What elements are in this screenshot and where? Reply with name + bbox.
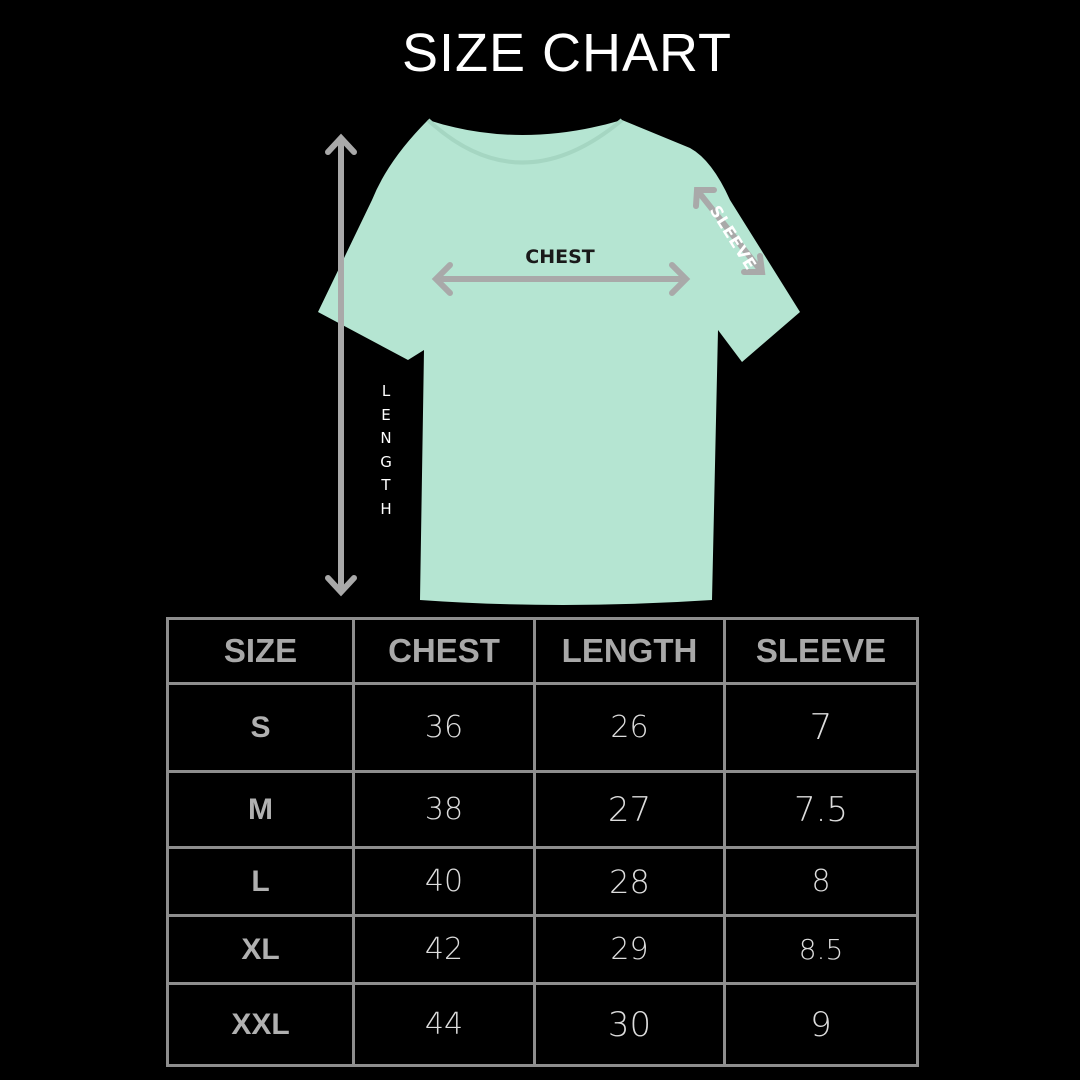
table-row: S 36 26 7 bbox=[166, 682, 919, 773]
tshirt-collar bbox=[426, 118, 624, 165]
length-cell: 29 bbox=[533, 914, 726, 985]
tshirt-diagram bbox=[318, 118, 800, 605]
sleeve-cell: 7.5 bbox=[723, 770, 919, 849]
sleeve-arrow bbox=[694, 188, 765, 274]
length-cell: 27 bbox=[533, 770, 726, 849]
sleeve-cell: 9 bbox=[723, 982, 919, 1067]
length-cell: 26 bbox=[533, 682, 726, 773]
chest-cell: 42 bbox=[352, 914, 536, 985]
chest-cell: 38 bbox=[352, 770, 536, 849]
chest-cell: 44 bbox=[352, 982, 536, 1067]
table-header-row: SIZE CHEST LENGTH SLEEVE bbox=[166, 617, 919, 685]
length-cell: 28 bbox=[533, 846, 726, 917]
tshirt-shape bbox=[318, 120, 800, 605]
chest-cell: 40 bbox=[352, 846, 536, 917]
table-row: M 38 27 7.5 bbox=[166, 770, 919, 849]
length-cell: 30 bbox=[533, 982, 726, 1067]
header-chest: CHEST bbox=[352, 617, 536, 685]
table-row: XL 42 29 8.5 bbox=[166, 914, 919, 985]
size-cell: XXL bbox=[166, 982, 355, 1067]
length-arrow-heads bbox=[325, 133, 357, 597]
sleeve-cell: 8.5 bbox=[723, 914, 919, 985]
page-title: SIZE CHART bbox=[401, 23, 733, 83]
table-row: L 40 28 8 bbox=[166, 846, 919, 917]
sleeve-cell: 7 bbox=[723, 682, 919, 773]
size-cell: XL bbox=[166, 914, 355, 985]
size-cell: S bbox=[166, 682, 355, 773]
chest-cell: 36 bbox=[352, 682, 536, 773]
chest-arrow-heads bbox=[431, 262, 691, 296]
header-sleeve: SLEEVE bbox=[723, 617, 919, 685]
length-label: LENGTH bbox=[380, 382, 392, 518]
size-cell: M bbox=[166, 770, 355, 849]
header-length: LENGTH bbox=[533, 617, 726, 685]
chest-label: CHEST bbox=[525, 246, 595, 268]
size-table: SIZE CHEST LENGTH SLEEVE S 36 26 7 M 38 … bbox=[166, 617, 919, 1067]
table-row: XXL 44 30 9 bbox=[166, 982, 919, 1067]
header-size: SIZE bbox=[166, 617, 355, 685]
sleeve-arrow-heads bbox=[693, 187, 766, 275]
sleeve-cell: 8 bbox=[723, 846, 919, 917]
size-cell: L bbox=[166, 846, 355, 917]
